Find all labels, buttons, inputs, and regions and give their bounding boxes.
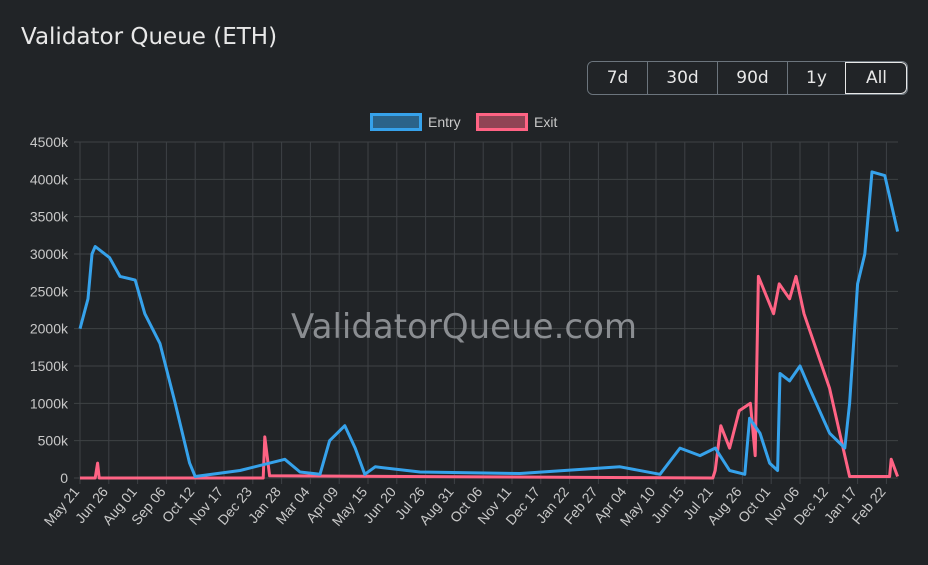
- x-tick-label: Jun 15: [648, 483, 687, 526]
- y-tick-label: 3000k: [30, 246, 69, 262]
- y-tick-label: 4500k: [30, 134, 69, 150]
- y-tick-label: 1000k: [30, 395, 69, 411]
- range-selector: 7d 30d 90d 1y All: [587, 61, 908, 95]
- range-30d-button[interactable]: 30d: [647, 62, 717, 94]
- legend-item-entry[interactable]: Entry: [370, 113, 461, 131]
- legend-label: Entry: [428, 114, 461, 130]
- range-all-button[interactable]: All: [845, 62, 907, 94]
- range-7d-button[interactable]: 7d: [588, 62, 647, 94]
- y-tick-label: 2000k: [30, 321, 69, 337]
- legend-swatch: [370, 113, 422, 131]
- legend-swatch: [476, 113, 528, 131]
- range-1y-button[interactable]: 1y: [787, 62, 845, 94]
- y-tick-label: 1500k: [30, 358, 69, 374]
- x-tick-label: Jun 20: [360, 483, 399, 526]
- legend-item-exit[interactable]: Exit: [476, 113, 558, 131]
- page-title: Validator Queue (ETH): [21, 24, 278, 50]
- y-tick-label: 0: [60, 470, 68, 486]
- range-90d-button[interactable]: 90d: [717, 62, 787, 94]
- y-tick-label: 3500k: [30, 209, 69, 225]
- series-line-entry: [78, 170, 900, 478]
- watermark: ValidatorQueue.com: [291, 307, 637, 347]
- y-tick-label: 4000k: [30, 171, 69, 187]
- x-tick-label: May 21: [41, 483, 83, 529]
- y-tick-label: 2500k: [30, 283, 69, 299]
- legend-label: Exit: [534, 114, 557, 130]
- y-tick-label: 500k: [38, 433, 69, 449]
